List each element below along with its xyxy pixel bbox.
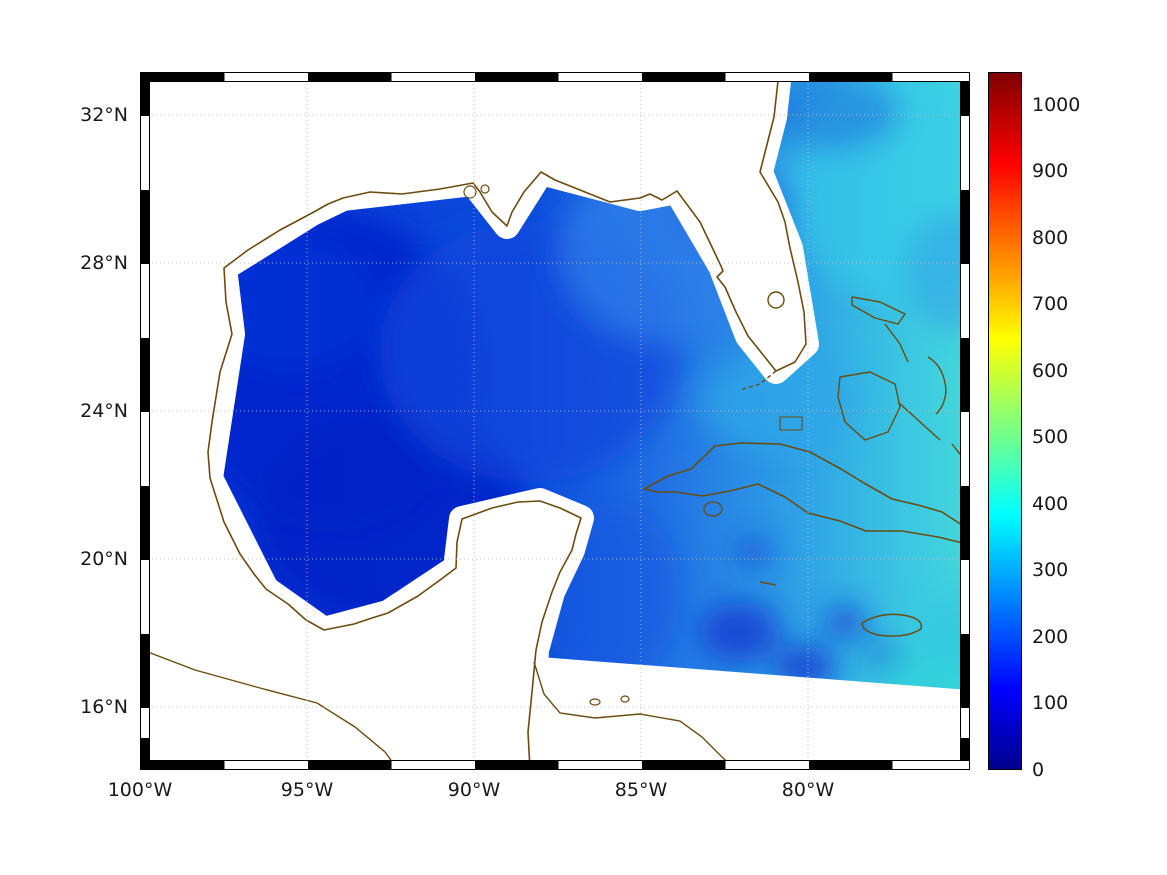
colorbar-tick-0: 0	[1032, 759, 1045, 781]
frame-border-right	[960, 72, 970, 770]
lon-tick-label-100w: 100°W	[107, 779, 173, 801]
data-field	[210, 72, 970, 690]
map-canvas	[140, 72, 970, 770]
lon-tick-label-95w: 95°W	[280, 779, 334, 801]
colorbar-tick-200: 200	[1032, 626, 1069, 648]
lat-tick-label-28n: 28°N	[80, 252, 128, 274]
louisiana-lake	[463, 185, 477, 199]
colorbar-tick-100: 100	[1032, 692, 1069, 714]
colorbar-tick-600: 600	[1032, 360, 1069, 382]
bay-island	[589, 698, 601, 706]
lake-okeechobee-outline	[767, 291, 785, 309]
colorbar-tick-500: 500	[1032, 426, 1069, 448]
coastline-jamaica	[861, 613, 923, 637]
colorbar-tick-700: 700	[1032, 293, 1069, 315]
colorbar	[988, 72, 1022, 770]
louisiana-lake-2	[480, 184, 490, 194]
colorbar-tick-800: 800	[1032, 227, 1069, 249]
frame-border-bottom	[140, 760, 970, 770]
cayman-islands	[759, 581, 777, 586]
map-plot	[140, 72, 970, 770]
frame-border-top	[140, 72, 970, 82]
colorbar-tick-300: 300	[1032, 559, 1069, 581]
lat-tick-label-20n: 20°N	[80, 548, 128, 570]
coastline-pacific	[140, 648, 399, 770]
lon-tick-label-90w: 90°W	[447, 779, 501, 801]
lat-tick-label-16n: 16°N	[80, 696, 128, 718]
isla-juventud-outline	[703, 501, 723, 517]
frame-border-left	[140, 72, 150, 770]
coastline-mainland	[207, 72, 807, 770]
lon-tick-label-85w: 85°W	[614, 779, 668, 801]
colorbar-tick-1000: 1000	[1032, 94, 1081, 116]
lat-tick-label-24n: 24°N	[80, 400, 128, 422]
bay-island-2	[620, 695, 630, 703]
graticule	[140, 72, 970, 770]
lon-tick-label-80w: 80°W	[781, 779, 835, 801]
coastline-honduras	[533, 661, 739, 770]
colorbar-tick-400: 400	[1032, 493, 1069, 515]
lat-tick-label-32n: 32°N	[80, 104, 128, 126]
colorbar-tick-900: 900	[1032, 160, 1069, 182]
